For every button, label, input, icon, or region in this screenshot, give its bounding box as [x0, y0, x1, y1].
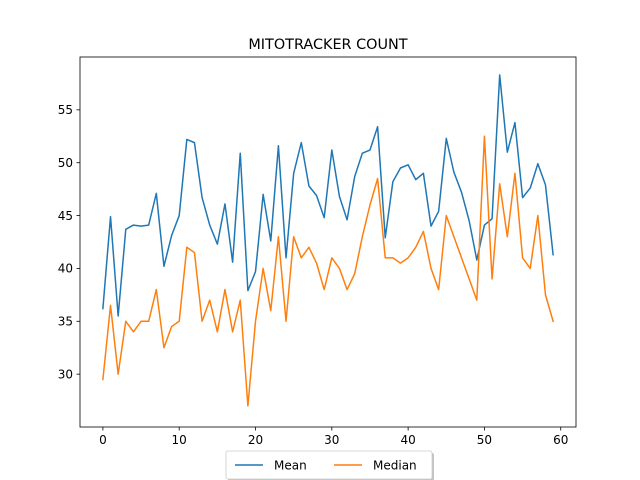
- legend-label-median: Median: [373, 458, 417, 472]
- legend-label-mean: Mean: [274, 458, 307, 472]
- x-tick-label: 40: [400, 433, 415, 447]
- legend-box: [225, 450, 433, 480]
- series-line-mean: [102, 74, 554, 317]
- y-tick-label: 55: [58, 103, 73, 117]
- y-tick-label: 35: [58, 315, 73, 329]
- y-tick-label: 45: [58, 209, 73, 223]
- plot-frame: [79, 56, 577, 428]
- x-tick-label: 10: [172, 433, 187, 447]
- legend: Mean Median: [225, 450, 434, 480]
- x-tick-label: 60: [553, 433, 568, 447]
- x-tick-label: 0: [99, 433, 107, 447]
- y-tick-label: 50: [58, 156, 73, 170]
- x-tick-label: 30: [324, 433, 339, 447]
- axes: 0 10 20 30 40 50 60 30 35 40 45 50 55: [58, 56, 577, 447]
- y-tick-label: 30: [58, 367, 73, 381]
- chart-title: MITOTRACKER COUNT: [248, 37, 407, 53]
- series-line-median: [102, 135, 555, 407]
- x-tick-label: 20: [248, 433, 263, 447]
- x-tick-label: 50: [477, 433, 492, 447]
- y-tick-label: 40: [58, 262, 73, 276]
- series-lines: [102, 74, 555, 407]
